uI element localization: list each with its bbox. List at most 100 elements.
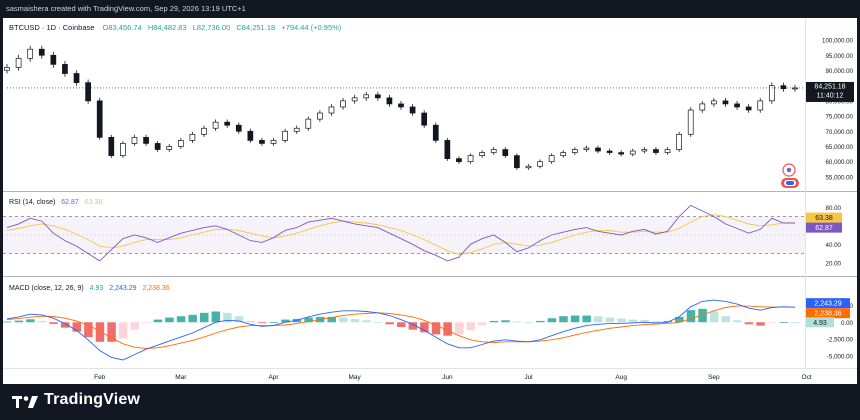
- macd-hist-legend-value: 4.93: [90, 285, 104, 292]
- price-axis-tick: 65,000.00: [825, 144, 853, 151]
- time-axis-tick: Sep: [708, 374, 720, 381]
- price-candle: [571, 147, 578, 155]
- price-candle: [247, 128, 254, 143]
- price-candle: [73, 70, 80, 86]
- rsi-ma-legend-value: 63.38: [85, 199, 103, 206]
- macd-histogram-bar: [791, 322, 800, 324]
- rsi-legend-title[interactable]: RSI (14, close): [9, 199, 55, 206]
- macd-histogram-bar: [408, 322, 418, 330]
- price-candle: [15, 54, 22, 71]
- macd-badge-label: 2,243.29: [814, 301, 841, 308]
- price-axis-tick: 70,000.00: [825, 129, 853, 136]
- price-candle: [282, 128, 288, 143]
- rsi-badge-bg: [806, 222, 842, 233]
- macd-histogram-bar: [420, 322, 429, 333]
- macd-legend-title[interactable]: MACD (close, 12, 26, 9): [9, 285, 84, 292]
- macd-histogram-bar: [594, 316, 603, 323]
- price-candle: [38, 45, 45, 59]
- price-axis-tick: 60,000.00: [825, 159, 853, 166]
- macd-histogram-bar: [744, 322, 754, 325]
- price-legend[interactable]: BTCUSD · 1D · Coinbase O83,456.74 H84,48…: [9, 23, 342, 32]
- price-candle: [120, 141, 126, 158]
- price-candle: [664, 147, 671, 155]
- macd-histogram-bar: [3, 321, 12, 323]
- macd-histogram-bar: [95, 322, 105, 342]
- chart-canvas[interactable]: 100,000.0095,000.0090,000.0085,000.0080,…: [3, 18, 857, 384]
- price-axis-tick: 55,000.00: [825, 174, 853, 181]
- macd-axis-tick: -5,000.00: [827, 353, 854, 360]
- price-candle: [212, 119, 219, 131]
- price-candle: [699, 101, 706, 113]
- rsi-legend[interactable]: RSI (14, close) 62.87 63.38: [9, 199, 102, 206]
- symbol-label[interactable]: BTCUSD · 1D · Coinbase: [9, 23, 94, 32]
- price-candle: [537, 159, 543, 169]
- macd-axis-tick: 0.00: [841, 320, 854, 327]
- price-candle: [166, 144, 173, 152]
- price-candle: [386, 94, 393, 107]
- rsi-ma-badge-bg: [806, 212, 842, 223]
- change-value: +794.44 (+0.95%): [281, 23, 342, 32]
- close-value: C84,251.18: [236, 23, 275, 32]
- price-axis-tick: 75,000.00: [825, 114, 853, 121]
- macd-legend[interactable]: MACD (close, 12, 26, 9) 4.93 2,243.29 2,…: [9, 285, 170, 292]
- price-candle: [606, 148, 613, 155]
- price-candle: [792, 84, 798, 92]
- tradingview-logo-icon[interactable]: [12, 394, 38, 410]
- price-candle: [351, 94, 358, 104]
- price-candle: [421, 110, 428, 128]
- price-candle: [201, 125, 207, 137]
- macd-histogram-bar: [327, 316, 336, 323]
- macd-histogram-bar: [709, 311, 719, 323]
- price-candle: [757, 97, 764, 113]
- brand-wordmark[interactable]: TradingView: [44, 391, 141, 408]
- chart-svg[interactable]: 100,000.0095,000.0090,000.0085,000.0080,…: [3, 18, 857, 384]
- signal-legend-value: 2,238.36: [142, 285, 169, 292]
- macd-histogram-bar: [37, 320, 47, 323]
- price-candle: [305, 116, 312, 131]
- price-candle: [108, 134, 115, 158]
- macd-histogram-bar: [640, 319, 649, 323]
- price-candle: [734, 101, 740, 110]
- price-candle: [641, 147, 648, 154]
- svg-text:BTCUSD · 1D · Coinbase: BTCUSD · 1D · Coinbase O83,456.74 H84,48…: [9, 23, 342, 32]
- macd-histogram-bar: [489, 320, 499, 323]
- macd-histogram-bar: [570, 315, 580, 323]
- price-candle: [85, 79, 91, 104]
- macd-line: [6, 299, 796, 361]
- macd-axis-tick: -2,500.00: [827, 337, 854, 344]
- macd-histogram-bar: [269, 322, 279, 324]
- macd-histogram-bar: [651, 321, 661, 323]
- macd-badges: 2,243.29 2,238.36 4.93: [806, 298, 850, 328]
- price-candle: [618, 150, 625, 157]
- price-candle: [560, 150, 567, 158]
- price-candle: [444, 137, 451, 161]
- hist-badge-label: 4.93: [813, 320, 827, 327]
- price-candle: [235, 122, 242, 134]
- pane-frames: [3, 18, 857, 369]
- price-candle: [270, 137, 277, 146]
- bar-countdown-label: 11:40:12: [817, 92, 844, 99]
- macd-histogram-bar: [721, 316, 730, 323]
- price-candle: [340, 97, 346, 110]
- last-price-label: 84,251.18: [814, 83, 845, 90]
- macd-histogram-bar: [397, 322, 406, 327]
- price-candle: [328, 104, 335, 116]
- macd-histogram-bar: [466, 322, 476, 331]
- macd-histogram-bar: [536, 320, 545, 323]
- flag-icon[interactable]: [781, 178, 799, 188]
- macd-histogram-bar: [234, 316, 244, 323]
- rsi-ma-badge-label: 63.38: [815, 215, 833, 222]
- macd-histogram-bar: [130, 322, 139, 330]
- price-candle: [293, 125, 300, 134]
- price-candle: [154, 141, 161, 152]
- macd-histogram-bar: [304, 317, 313, 323]
- price-candle: [711, 97, 717, 107]
- time-axis-tick: Jul: [524, 374, 533, 381]
- hist-badge-bg: [806, 317, 834, 328]
- alert-icon[interactable]: [782, 163, 796, 177]
- macd-histogram-bar: [339, 317, 348, 323]
- macd-histogram-bar: [373, 322, 383, 324]
- footer-bar: TradingView: [0, 384, 860, 420]
- macd-histogram-bar: [72, 322, 82, 332]
